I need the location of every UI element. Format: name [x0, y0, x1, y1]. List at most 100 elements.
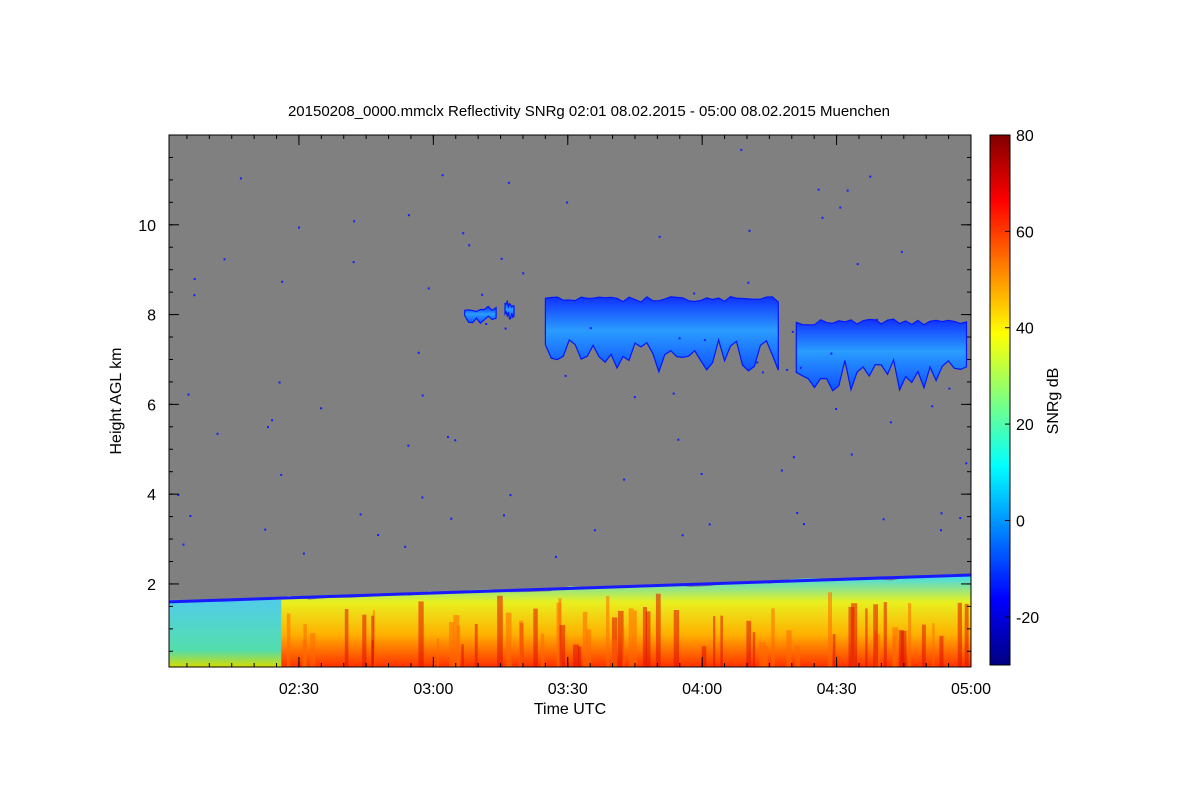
noise-speck — [450, 517, 453, 520]
x-tick-label: 02:30 — [279, 681, 319, 698]
noise-speck — [672, 392, 675, 395]
noise-speck — [271, 419, 274, 422]
boundary-layer-streak — [865, 608, 868, 667]
noise-speck — [468, 244, 471, 247]
noise-speck — [748, 229, 751, 232]
boundary-layer-streak — [611, 639, 617, 667]
boundary-layer-streak — [586, 629, 592, 667]
noise-speck — [500, 257, 503, 260]
y-axis: 2 4 6 8 10 — [138, 156, 971, 652]
boundary-layer-streak — [497, 595, 503, 667]
noise-speck — [796, 512, 799, 514]
noise-speck — [566, 201, 569, 204]
noise-specks — [177, 148, 968, 558]
cloud-3 — [544, 296, 779, 374]
x-tick-label: 03:00 — [413, 681, 453, 698]
cloud-2 — [504, 299, 515, 320]
y-tick-label: 4 — [147, 487, 156, 504]
colorbar-tick-label: 20 — [1016, 417, 1034, 434]
boundary-layer-streak — [303, 624, 307, 667]
noise-speck — [799, 366, 802, 369]
boundary-layer-streak — [832, 634, 836, 667]
noise-speck — [454, 439, 457, 442]
colorbar-label: SNRg dB — [1045, 368, 1062, 435]
noise-speck — [417, 351, 420, 354]
boundary-layer-streak — [582, 611, 588, 667]
noise-speck — [792, 456, 795, 459]
noise-speck — [593, 529, 596, 532]
cloud-1 — [464, 305, 497, 325]
noise-speck — [839, 206, 842, 209]
boundary-layer-streak — [848, 606, 855, 667]
noise-speck — [359, 513, 362, 516]
boundary-layer-streak — [964, 603, 969, 667]
boundary-layer-streak — [461, 644, 464, 667]
plot-frame — [168, 134, 972, 668]
noise-speck — [700, 473, 703, 475]
noise-speck — [264, 528, 267, 531]
noise-speck — [485, 323, 488, 325]
noise-speck — [835, 408, 838, 410]
noise-speck — [280, 473, 283, 476]
y-tick-label: 6 — [147, 397, 156, 414]
x-tick-label: 03:30 — [548, 681, 588, 698]
boundary-layer-streak — [701, 646, 707, 667]
y-tick-label: 2 — [147, 577, 156, 594]
boundary-layer-streak — [957, 602, 962, 667]
cloud-body — [795, 318, 968, 392]
noise-speck — [708, 523, 711, 526]
boundary-layer-streak — [642, 607, 647, 667]
boundary-layer-streak — [746, 620, 752, 667]
x-axis: 02:30 03:00 03:30 04:00 04:30 05:00 — [186, 135, 991, 698]
x-tick-label: 05:00 — [951, 681, 991, 698]
noise-speck — [509, 494, 512, 497]
boundary-layer-streak — [453, 615, 460, 667]
noise-speck — [681, 534, 684, 537]
noise-speck — [817, 188, 820, 191]
boundary-layer-streak — [893, 635, 896, 667]
noise-speck — [223, 258, 226, 261]
colorbar-tick-label: 60 — [1016, 224, 1034, 241]
noise-speck — [703, 339, 706, 342]
noise-speck — [193, 294, 196, 297]
noise-speck — [281, 280, 284, 283]
noise-speck — [589, 327, 592, 330]
noise-speck — [193, 278, 196, 280]
cloud-body — [464, 305, 497, 325]
noise-speck — [780, 469, 783, 472]
noise-speck — [821, 216, 824, 219]
boundary-layer — [169, 573, 971, 667]
noise-speck — [856, 263, 859, 266]
boundary-layer-streak — [540, 633, 545, 667]
colorbar-tick-label: 0 — [1016, 513, 1025, 530]
colorbar-tick-label: -20 — [1016, 610, 1039, 627]
boundary-layer-streak — [795, 645, 800, 667]
boundary-layer-streak — [628, 608, 634, 667]
chart-title: 20150208_0000.mmclx Reflectivity SNRg 02… — [288, 103, 890, 120]
noise-speck — [462, 232, 465, 235]
noise-speck — [302, 552, 305, 555]
noise-speck — [187, 393, 190, 396]
boundary-layer-streak — [713, 616, 716, 667]
boundary-layer-streak — [883, 602, 887, 667]
noise-speck — [407, 444, 410, 447]
noise-speck — [407, 214, 410, 217]
noise-speck — [421, 394, 424, 397]
boundary-layer-streak — [418, 601, 424, 667]
noise-speck — [298, 226, 300, 229]
y-tick-label: 8 — [147, 308, 156, 325]
noise-speck — [554, 555, 557, 558]
boundary-layer-streak — [873, 604, 878, 667]
noise-speck — [740, 148, 743, 151]
noise-speck — [507, 181, 510, 184]
noise-speck — [503, 514, 505, 517]
noise-speck — [352, 261, 355, 264]
boundary-layer-streak — [362, 614, 367, 667]
noise-speck — [441, 174, 444, 177]
boundary-layer-streak — [898, 630, 904, 667]
noise-speck — [940, 529, 942, 532]
boundary-layer-body — [169, 574, 971, 667]
noise-speck — [320, 407, 323, 410]
boundary-layer-streak — [578, 646, 582, 667]
